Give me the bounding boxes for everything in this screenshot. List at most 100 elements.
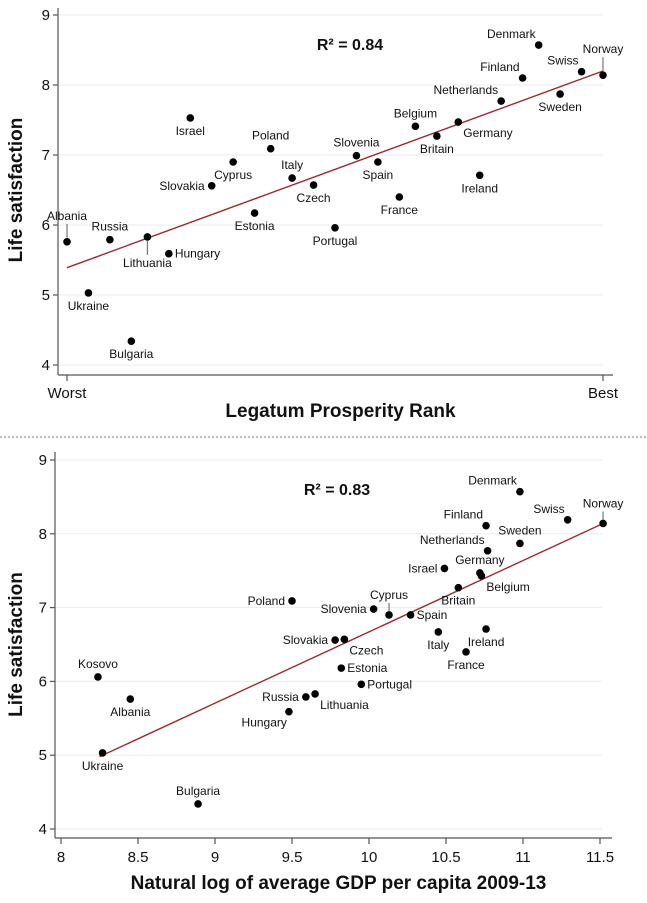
fit-line — [66, 70, 604, 269]
data-point-label: Swiss — [547, 54, 578, 68]
data-point-label: Spain — [417, 608, 448, 622]
data-point-label: Netherlands — [433, 83, 498, 97]
data-point — [194, 800, 202, 808]
data-point — [406, 611, 415, 619]
data-point-label: Norway — [583, 496, 624, 510]
data-point — [516, 539, 524, 548]
r-squared-annotation: R² = 0.83 — [304, 482, 370, 499]
x-tick-label: 11 — [515, 849, 531, 866]
data-point-label: Spain — [363, 168, 394, 182]
data-point-label: Czech — [297, 191, 331, 205]
data-point — [340, 635, 349, 644]
chart-legatum-prosperity: 4 5 6 7 8 9 Worst Best Legatum Prosperity Rank Li… — [6, 7, 623, 422]
data-point — [482, 521, 490, 530]
data-point — [454, 118, 463, 126]
data-point-label: Lithuania — [123, 256, 172, 270]
data-point — [309, 181, 318, 189]
data-point — [337, 664, 346, 672]
data-point — [126, 695, 135, 703]
data-point — [331, 636, 339, 644]
data-point-label: Czech — [349, 643, 383, 657]
data-point-label: Denmark — [468, 474, 518, 488]
x-tick-label: 11.5 — [586, 849, 614, 866]
data-point-label: Bulgaria — [176, 784, 220, 798]
data-point-label: Slovakia — [283, 633, 329, 647]
data-point — [63, 238, 71, 246]
x-tick-label: 8 — [57, 849, 65, 866]
x-tick-label: Worst — [48, 385, 88, 402]
data-point-label: Portugal — [367, 677, 412, 691]
r-squared-annotation: R² = 0.84 — [317, 37, 383, 54]
data-point — [434, 628, 443, 636]
data-point — [433, 132, 441, 140]
data-point — [127, 337, 136, 346]
data-point — [482, 625, 490, 633]
data-point-label: Poland — [252, 129, 289, 143]
y-tick-label: 8 — [39, 526, 47, 543]
data-point-label: Italy — [427, 638, 449, 652]
data-point — [477, 572, 486, 580]
x-tick-label: 9 — [211, 849, 219, 866]
x-axis-title: Natural log of average GDP per capita 20… — [131, 873, 547, 894]
data-point-label: France — [447, 658, 485, 672]
data-point-label: Finland — [444, 508, 483, 522]
data-point — [599, 71, 607, 79]
y-tick-label: 7 — [42, 147, 50, 164]
data-point-label: Russia — [92, 220, 129, 234]
data-point — [357, 680, 366, 689]
data-point-label: Italy — [281, 158, 303, 172]
data-point-label: Albania — [47, 209, 87, 223]
data-point — [369, 605, 378, 613]
data-point — [556, 90, 564, 98]
data-point — [577, 67, 586, 76]
data-point-label: Germany — [463, 126, 512, 140]
data-point — [302, 693, 310, 701]
data-point — [599, 519, 607, 528]
data-point-label: Hungary — [242, 716, 287, 730]
data-point-label: Ukraine — [82, 759, 124, 773]
data-point-label: Poland — [248, 594, 285, 608]
y-tick-label: 4 — [39, 821, 47, 838]
data-point — [352, 151, 361, 160]
y-axis-title: Life satisfaction — [6, 572, 27, 717]
x-tick-label: 10.5 — [431, 849, 460, 866]
data-point — [266, 144, 275, 153]
data-point-label: Estonia — [347, 661, 387, 675]
y-tick-label: 7 — [39, 600, 47, 617]
x-tick-label: 9.5 — [282, 849, 303, 866]
data-point-label: Ireland — [461, 181, 498, 195]
data-point — [516, 487, 524, 496]
data-point-label: Britain — [441, 594, 475, 608]
data-point — [454, 583, 463, 592]
data-point-label: Hungary — [175, 247, 220, 261]
data-point-label: Sweden — [538, 100, 581, 114]
y-tick-label: 5 — [42, 287, 50, 304]
data-point — [98, 749, 107, 757]
data-point-label: Estonia — [235, 219, 275, 233]
y-axis-title: Life satisfaction — [6, 118, 27, 263]
data-point — [186, 114, 195, 122]
data-point-label: Russia — [262, 690, 299, 704]
data-point — [143, 233, 152, 241]
y-tick-label: 9 — [39, 452, 47, 469]
data-point-label: Denmark — [487, 27, 537, 41]
data-point — [207, 182, 216, 190]
data-point-label: Slovakia — [159, 179, 205, 193]
x-tick-label: Best — [588, 385, 619, 402]
data-point-label: Israel — [176, 124, 205, 138]
data-point-label: Germany — [455, 553, 504, 567]
data-point-label: Finland — [480, 60, 519, 74]
y-tick-label: 9 — [42, 7, 50, 24]
data-point-label: Ukraine — [68, 299, 110, 313]
data-point — [395, 193, 404, 201]
y-tick-label: 8 — [42, 77, 50, 94]
data-point — [374, 158, 382, 166]
data-point — [563, 515, 572, 524]
fit-line — [99, 522, 604, 758]
y-tick-label: 6 — [42, 217, 50, 234]
data-point — [475, 171, 484, 180]
x-tick-label: 8.5 — [128, 849, 149, 866]
data-point-label: Belgium — [394, 106, 437, 120]
x-axis-title: Legatum Prosperity Rank — [225, 401, 456, 422]
